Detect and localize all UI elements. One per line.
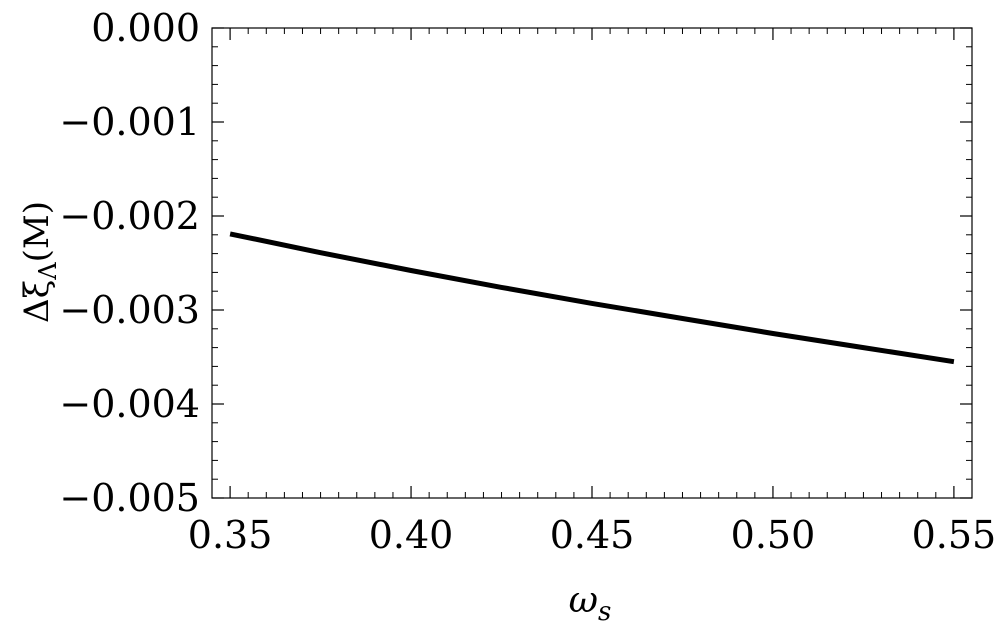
y-axis-ticks: [212, 27, 972, 499]
y-tick-label: −0.001: [59, 100, 200, 144]
x-tick-label: 0.40: [369, 513, 454, 557]
y-tick-label: −0.004: [59, 382, 200, 426]
series-layer: [229, 231, 955, 365]
x-tick-label: 0.55: [912, 513, 997, 557]
x-tick-label: 0.45: [550, 513, 635, 557]
y-tick-label: −0.005: [59, 476, 200, 520]
series-line: [229, 231, 955, 365]
y-tick-label: −0.003: [59, 288, 200, 332]
y-axis-title: ΔξΛ(M): [17, 201, 62, 323]
x-axis-ticks: [229, 28, 955, 498]
x-axis-tick-labels: 0.35 0.40 0.45 0.50 0.55: [188, 513, 996, 557]
y-tick-label: 0.000: [91, 6, 200, 50]
x-axis-title: ωs: [569, 580, 612, 627]
plot-frame: [211, 27, 973, 499]
x-tick-label: 0.50: [731, 513, 816, 557]
x-tick-label: 0.35: [188, 513, 273, 557]
y-tick-label: −0.002: [59, 194, 200, 238]
y-axis-tick-labels: 0.000 −0.001 −0.002 −0.003 −0.004 −0.005: [59, 6, 200, 520]
